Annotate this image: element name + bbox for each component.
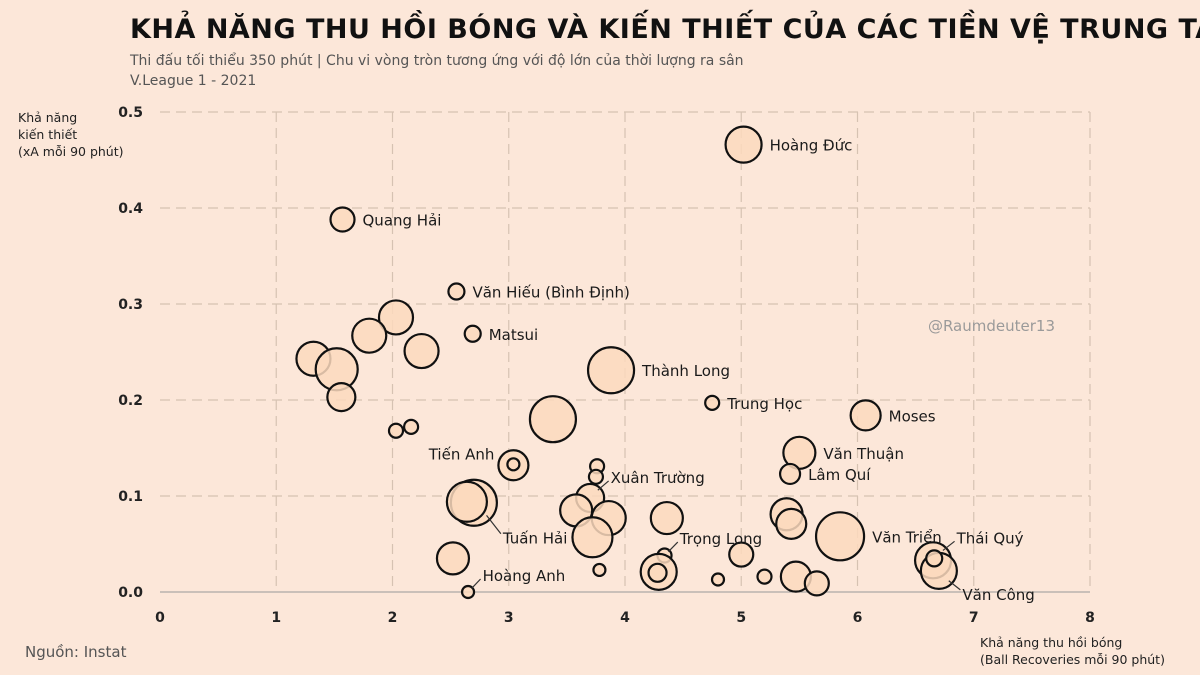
- point-label: Thành Long: [641, 362, 730, 380]
- bubble-point: [435, 541, 471, 576]
- chart-season-subtitle: V.League 1 - 2021: [130, 73, 257, 89]
- bubble-point: [775, 507, 808, 540]
- bubble-point: [814, 511, 866, 562]
- x-tick-label: 3: [504, 610, 514, 626]
- point-label: Hoàng Đức: [770, 137, 853, 155]
- y-tick-label: 0.0: [118, 585, 143, 601]
- point-label: Văn Triển: [872, 528, 942, 546]
- point-label: Văn Công: [962, 586, 1034, 604]
- bubble-point: [329, 206, 356, 233]
- x-tick-label: 2: [388, 610, 398, 626]
- label-leader-line: [597, 480, 610, 491]
- label-leader-line: [942, 540, 955, 551]
- bubble-point: [460, 584, 476, 600]
- point-labels: Hoàng Đức Quang Hải Văn Hiếu (Bình Định) Ma…: [363, 137, 1035, 604]
- x-axis-label-line-1: Khả năng thu hồi bóng: [980, 635, 1123, 650]
- chart-subtitle: Thi đấu tối thiểu 350 phút | Chu vi vòng…: [130, 53, 744, 69]
- bubble-point: [571, 516, 614, 559]
- bubble-point: [587, 468, 605, 485]
- point-label: Hoàng Anh: [483, 567, 566, 585]
- bubble-point: [326, 382, 357, 413]
- bubble-point: [649, 500, 684, 536]
- bubble-point: [387, 422, 405, 439]
- point-label: Tiến Anh: [428, 445, 495, 463]
- bubble-point: [925, 549, 944, 568]
- y-tick-label: 0.4: [118, 201, 143, 217]
- point-label: Văn Thuận: [823, 445, 904, 463]
- y-tick-label: 0.2: [118, 393, 143, 409]
- bubbles: [295, 125, 958, 600]
- x-axis-label-line-2: (Ball Recoveries mỗi 90 phút): [980, 652, 1165, 667]
- x-tick-label: 6: [853, 610, 863, 626]
- bubble-point: [447, 282, 466, 301]
- y-axis-label-line-1: Khả năng: [18, 110, 78, 125]
- point-label: Quang Hải: [363, 212, 442, 230]
- bubble-point: [778, 462, 802, 486]
- x-tick-label: 1: [271, 610, 281, 626]
- bubble-point: [849, 399, 882, 432]
- point-label: Trung Học: [726, 395, 802, 413]
- y-tick-label: 0.3: [118, 297, 143, 313]
- x-tick-label: 8: [1085, 610, 1095, 626]
- label-leader-line: [948, 580, 961, 591]
- y-axis-label-line-2: kiến thiết: [18, 127, 78, 142]
- bubble-point: [710, 572, 726, 587]
- bubble-point: [592, 562, 607, 578]
- x-tick-label: 5: [736, 610, 746, 626]
- bubble-point: [445, 480, 488, 523]
- bubble-point: [403, 418, 420, 435]
- y-tick-label: 0.5: [118, 105, 143, 121]
- point-label: Trọng Long: [679, 530, 762, 548]
- point-label: Xuân Trường: [611, 469, 705, 487]
- y-axis-label-line-3: (xA mỗi 90 phút): [18, 144, 124, 159]
- point-label: Tuấn Hải: [502, 530, 568, 548]
- watermark: @Raumdeuter13: [928, 317, 1055, 335]
- point-label: Lâm Quí: [808, 466, 871, 484]
- bubble-point: [724, 125, 763, 164]
- bubble-point: [528, 395, 578, 444]
- label-leader-line: [486, 515, 502, 535]
- bubble-point: [586, 346, 636, 395]
- x-tick-label: 7: [969, 610, 979, 626]
- x-tick-label: 4: [620, 610, 630, 626]
- point-label: Matsui: [489, 326, 539, 344]
- bubble-point: [351, 317, 388, 354]
- point-label: Thái Quý: [956, 529, 1024, 547]
- bubble-point: [728, 541, 755, 568]
- bubble-point: [506, 457, 521, 472]
- axes: 0 1 2 3 4 5 6 7 8 0.0 0.1 0.2 0.3 0.4 0.5: [118, 105, 1095, 626]
- bubble-point: [403, 332, 440, 370]
- bubble-point: [704, 394, 721, 411]
- label-leader-line: [470, 578, 481, 590]
- source-note: Nguồn: Instat: [25, 643, 127, 661]
- point-label: Moses: [889, 407, 936, 425]
- label-leader-line: [667, 541, 679, 553]
- bubble-point: [377, 299, 415, 336]
- chart-title: KHẢ NĂNG THU HỒI BÓNG VÀ KIẾN THIẾT CỦA …: [130, 14, 1200, 45]
- bubble-point: [756, 568, 773, 585]
- point-label: Văn Hiếu (Bình Định): [472, 284, 629, 302]
- bubble-point: [803, 570, 830, 597]
- y-tick-label: 0.1: [118, 489, 143, 505]
- x-tick-label: 0: [155, 610, 165, 626]
- bubble-point: [647, 562, 668, 583]
- grid: [160, 111, 1091, 592]
- bubble-point: [463, 324, 482, 343]
